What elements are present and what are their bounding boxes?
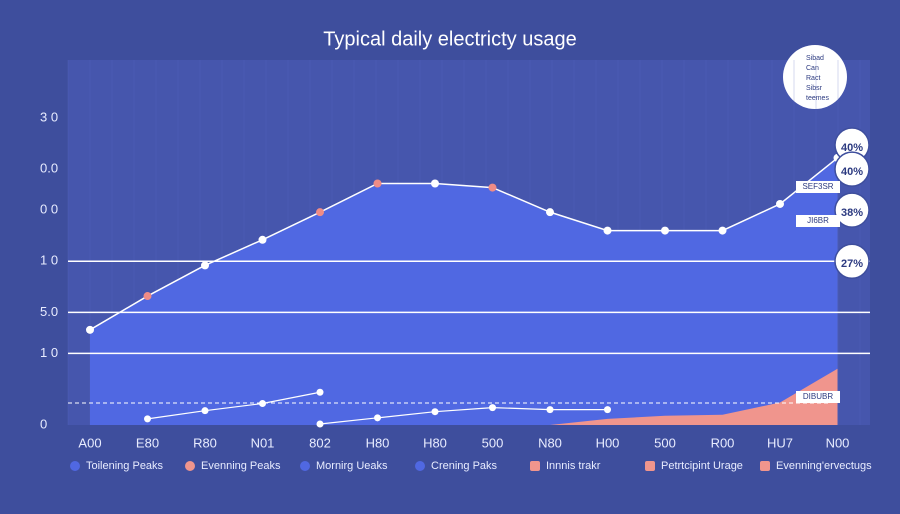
annotation: 40%	[841, 166, 863, 178]
point	[604, 406, 611, 414]
corner-legend-item: Sibsr	[806, 85, 823, 92]
x-tick-label: R80	[193, 435, 217, 450]
x-tick-label: H80	[366, 435, 390, 450]
point	[201, 261, 209, 270]
x-tick-label: 500	[654, 435, 676, 450]
x-tick-label: HU7	[767, 435, 793, 450]
legend-label: Crening Paks	[431, 460, 498, 472]
area	[550, 368, 838, 425]
x-tick-label: 802	[309, 435, 331, 450]
point	[316, 208, 324, 217]
corner-legend-item: teemes	[806, 95, 829, 102]
x-tick-label: N00	[826, 435, 850, 450]
x-tick-label: H00	[596, 435, 620, 450]
side-label: DIBUBR	[803, 392, 833, 401]
chart-title: Typical daily electricty usage	[323, 28, 576, 50]
legend-label: Innnis trakr	[546, 460, 601, 472]
legend-label: Evenning'ervectugs	[776, 460, 872, 472]
y-tick-label: 0 0	[40, 202, 58, 217]
y-tick-label: 0.0	[40, 161, 58, 176]
point	[603, 226, 612, 235]
x-tick-label: H80	[423, 435, 447, 450]
legend-swatch	[760, 461, 770, 471]
y-tick-label: 5.0	[40, 304, 58, 319]
x-tick-label: N80	[538, 435, 562, 450]
x-tick-label: 500	[482, 435, 504, 450]
y-tick-label: 1 0	[40, 345, 58, 360]
point	[776, 199, 784, 208]
legend-swatch	[185, 461, 195, 471]
x-tick-label: A00	[78, 435, 101, 450]
side-label-bg	[796, 215, 840, 227]
legend-swatch	[70, 461, 80, 471]
point	[431, 179, 439, 188]
point	[488, 183, 497, 192]
point	[86, 325, 94, 334]
point	[489, 404, 496, 412]
legend-label: Petrtcipint Urage	[661, 460, 743, 472]
point	[718, 226, 727, 235]
legend-label: Toilening Peaks	[86, 460, 164, 472]
y-tick-label: 1 0	[40, 253, 58, 268]
point	[546, 406, 554, 414]
legend-swatch	[645, 461, 655, 471]
annotation-bubble	[834, 192, 870, 228]
annotation-bubble	[834, 243, 870, 280]
point	[144, 415, 151, 423]
point	[201, 407, 209, 415]
point	[259, 400, 266, 408]
side-label: JI6BR	[807, 216, 829, 225]
legend-label: Mornirg Ueaks	[316, 460, 388, 472]
point	[258, 235, 267, 244]
annotation: 27%	[841, 258, 863, 270]
point	[374, 414, 381, 422]
legend-swatch	[415, 461, 425, 471]
x-tick-label: R00	[711, 435, 735, 450]
side-label: SEF3SR	[802, 182, 833, 191]
side-label-bg	[796, 181, 840, 193]
y-tick-label: 0	[40, 416, 47, 431]
point	[316, 388, 324, 396]
annotation: 40%	[841, 142, 863, 154]
legend-swatch	[300, 461, 310, 471]
side-label-bg	[796, 391, 840, 403]
corner-legend-item: Can	[806, 65, 819, 72]
legend-swatch	[530, 461, 540, 471]
annotation-bubble	[834, 151, 870, 187]
point	[661, 226, 669, 235]
corner-legend-item: Ract	[806, 75, 820, 82]
annotation: 38%	[841, 207, 863, 219]
point	[431, 408, 439, 416]
corner-legend-item: Sibad	[806, 55, 824, 62]
area	[90, 157, 838, 425]
line	[319, 407, 608, 425]
corner-legend-bg	[783, 45, 847, 109]
legend-label: Evenning Peaks	[201, 460, 281, 472]
x-tick-label: E80	[136, 435, 159, 450]
point	[373, 179, 382, 188]
point	[143, 292, 152, 301]
point	[546, 208, 554, 217]
point	[316, 420, 324, 428]
y-tick-label: 3 0	[40, 109, 58, 124]
line	[147, 391, 321, 420]
x-tick-label: N01	[251, 435, 275, 450]
